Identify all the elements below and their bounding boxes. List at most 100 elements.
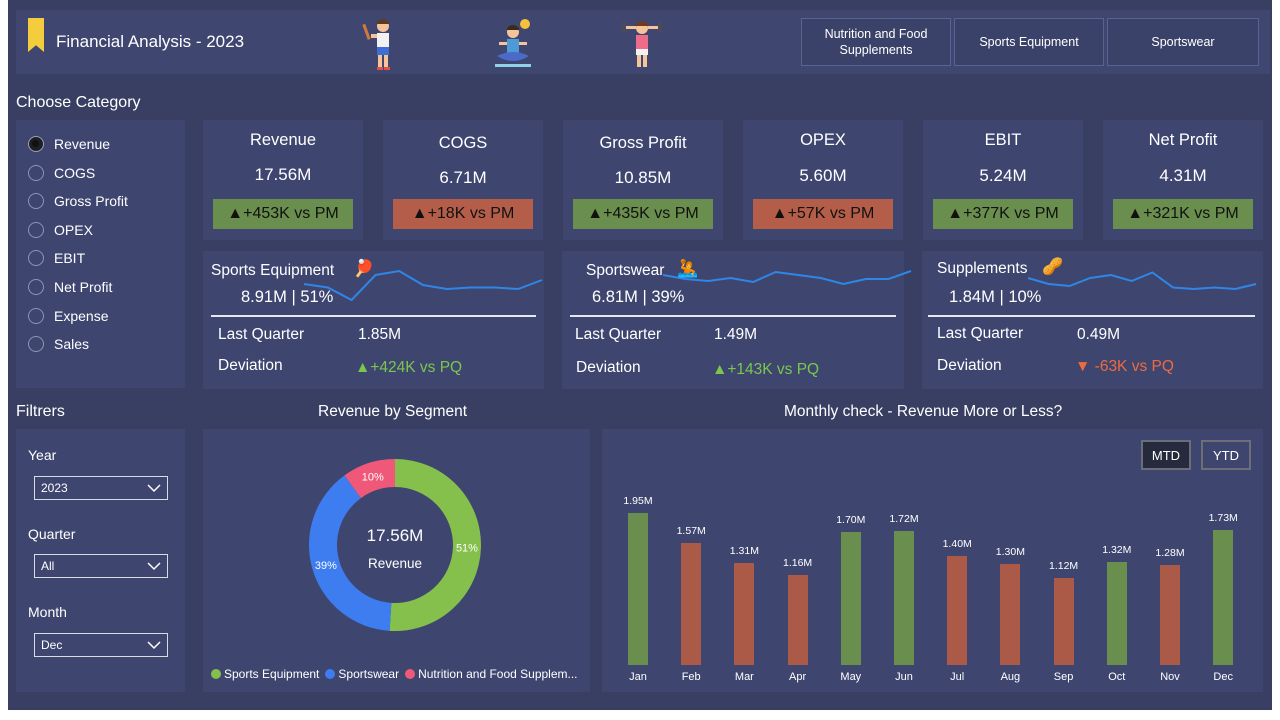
sparkline [303,269,543,302]
deviation-label: Deviation [218,357,283,374]
kpi-card-ebit: EBIT 5.24M ▲ +377K vs PM [923,120,1083,240]
deviation-text: -63K vs PQ [1094,358,1174,375]
bar-dec[interactable] [1213,530,1234,665]
radio-icon [28,279,44,295]
radio-label: Expense [54,308,109,324]
bar-value-label: 1.30M [995,545,1025,558]
year-select[interactable]: 2023 [34,476,168,500]
donut-slice-label: 10% [362,472,384,484]
month-value: Dec [41,638,63,652]
triangle-up-icon: ▲ [587,205,604,222]
segment-card-supplements: Supplements 🥜 1.84M | 10% Last Quarter 0… [922,251,1263,389]
legend-item[interactable]: Sports Equipment [211,667,319,681]
segment-card-sportswear: Sportswear 🤽 6.81M | 39% Last Quarter 1.… [562,251,912,389]
bar-may[interactable] [840,532,861,665]
radio-label: OPEX [54,222,93,238]
kpi-delta-text: +321K vs PM [1143,205,1239,222]
legend-dot [325,669,336,679]
kpi-delta-text: +57K vs PM [787,205,875,222]
kpi-value: 5.60M [799,166,847,185]
filters-panel: Year 2023 Quarter All Month Dec [16,429,185,692]
segment-summary: 8.91M | 51% [241,288,334,306]
bar-sep[interactable] [1053,577,1074,665]
bar-jun[interactable] [894,530,914,665]
kpi-card-gross-profit: Gross Profit 10.85M ▲ +435K vs PM [563,120,723,240]
donut-slice[interactable] [344,459,395,499]
kpi-delta: ▲ +435K vs PM [573,199,713,229]
bar-value-label: 1.12M [1049,559,1079,572]
sparkline [1027,271,1257,291]
kpi-delta-text: +18K vs PM [427,205,515,222]
quarter-select[interactable]: All [34,554,168,578]
month-tick-label: Jul [950,671,965,683]
radio-icon [28,308,44,324]
radio-expense[interactable]: Expense [28,308,108,324]
radio-icon [28,193,44,209]
kpi-value: 4.31M [1159,166,1207,185]
kpi-card-opex: OPEX 5.60M ▲ +57K vs PM [743,120,903,240]
last-quarter-label: Last Quarter [575,326,662,343]
category-button-sportswear[interactable]: Sportswear [1107,18,1259,66]
radio-label: Gross Profit [54,193,128,209]
bar-mar[interactable] [734,562,755,665]
donut-chart: 51% 39% 10% [309,459,482,631]
mtd-toggle[interactable]: MTD [1141,440,1191,470]
radio-label: Net Profit [54,279,113,295]
radio-net-profit[interactable]: Net Profit [28,279,112,295]
bar-value-label: 1.28M [1155,547,1185,560]
bar-oct[interactable] [1106,562,1127,665]
filters-section-title: Filtrers [16,403,65,420]
quarter-value: All [41,559,55,573]
radio-ebit[interactable]: EBIT [28,250,85,266]
kpi-value: 17.56M [254,165,312,184]
bar-aug[interactable] [1000,563,1021,665]
bar-apr[interactable] [787,574,808,665]
kpi-title: EBIT [984,131,1022,149]
radio-gross-profit[interactable]: Gross Profit [28,193,128,209]
radio-revenue[interactable]: Revenue [28,136,110,152]
legend-item[interactable]: Sportswear [325,667,399,681]
ytd-toggle[interactable]: YTD [1201,440,1251,470]
deviation-label: Deviation [937,357,1002,374]
kpi-delta-text: +435K vs PM [603,205,699,222]
segment-name: Supplements [937,260,1028,277]
month-select[interactable]: Dec [34,633,168,657]
bar-jan[interactable] [628,513,648,665]
bar-feb[interactable] [681,542,702,665]
category-button-nutrition[interactable]: Nutrition and Food Supplements [801,18,951,66]
radio-icon [28,165,44,181]
radio-opex[interactable]: OPEX [28,222,93,238]
donut-center-label: Revenue [367,556,423,571]
bar-nov[interactable] [1160,565,1180,665]
quarter-label: Quarter [28,526,76,542]
kpi-delta: ▲ +18K vs PM [393,199,533,229]
donut-slice-label: 51% [456,542,478,554]
month-tick-label: Mar [734,671,754,683]
bar-value-label: 1.32M [1102,544,1132,557]
legend-item[interactable]: Nutrition and Food Supplem... [405,667,578,681]
triangle-up-icon: ▲ [947,205,964,222]
donut-slice-label: 39% [315,560,337,572]
monthly-chart-title: Monthly check - Revenue More or Less? [784,403,1063,420]
radio-sales[interactable]: Sales [28,336,89,352]
triangle-up-icon: ▲ [712,361,728,378]
month-tick-label: May [840,671,862,683]
donut-title: Revenue by Segment [318,403,468,420]
radio-label: EBIT [54,250,86,266]
bookmark-icon [28,18,44,52]
month-tick-label: Apr [789,671,807,683]
donut-center-value: 17.56M [366,526,424,545]
triangle-up-icon: ▲ [355,359,371,376]
category-button-sports-equipment[interactable]: Sports Equipment [954,18,1104,66]
bar-jul[interactable] [947,555,968,665]
deviation-value: ▲+143K vs PQ [712,361,819,379]
donut-slice[interactable] [389,459,482,631]
month-tick-label: Oct [1108,671,1126,683]
legend-label: Sports Equipment [224,667,320,681]
bar-value-label: 1.95M [623,495,653,507]
donut-slice[interactable] [309,475,392,631]
legend-label: Sportswear [338,667,400,681]
radio-cogs[interactable]: COGS [28,165,95,181]
month-tick-label: Dec [1213,671,1233,683]
kpi-delta: ▲ +57K vs PM [753,199,893,229]
